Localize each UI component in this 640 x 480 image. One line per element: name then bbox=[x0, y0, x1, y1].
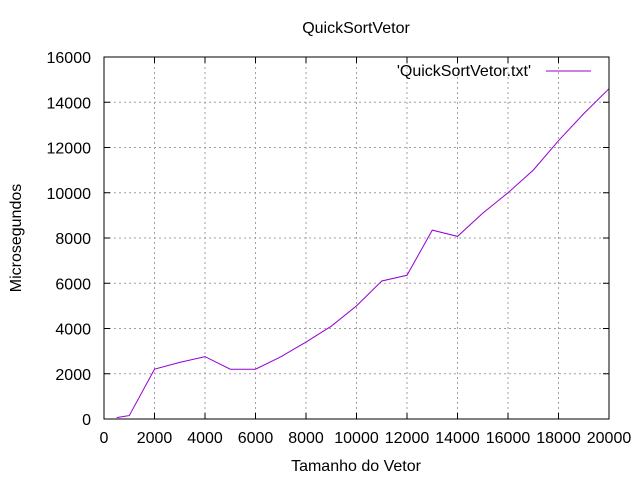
x-tick-label: 0 bbox=[100, 430, 109, 447]
series-layer bbox=[116, 88, 610, 419]
y-tick-label: 10000 bbox=[47, 186, 92, 203]
x-tick-label: 14000 bbox=[435, 430, 480, 447]
x-tick-label: 6000 bbox=[238, 430, 274, 447]
y-axis-label: Microsegundos bbox=[8, 184, 25, 293]
x-tick-label: 18000 bbox=[536, 430, 581, 447]
y-tick-label: 6000 bbox=[55, 276, 91, 293]
grid-lines bbox=[104, 57, 609, 419]
y-tick-label: 2000 bbox=[55, 367, 91, 384]
series-line bbox=[116, 88, 610, 419]
x-tick-label: 4000 bbox=[187, 430, 223, 447]
y-tick-label: 8000 bbox=[55, 231, 91, 248]
y-tick-labels: 0 2000 4000 6000 8000 10000 12000 14000 16000 bbox=[47, 50, 92, 429]
x-tick-label: 8000 bbox=[288, 430, 324, 447]
tick-marks bbox=[103, 56, 610, 420]
legend: 'QuickSortVetor.txt' bbox=[397, 63, 591, 80]
x-tick-label: 10000 bbox=[334, 430, 379, 447]
x-axis-label: Tamanho do Vetor bbox=[291, 458, 422, 475]
y-tick-label: 4000 bbox=[55, 322, 91, 339]
y-tick-label: 12000 bbox=[47, 141, 92, 158]
x-tick-labels: 0 2000 4000 6000 8000 10000 12000 14000 16000 180… bbox=[100, 430, 632, 447]
x-tick-label: 2000 bbox=[137, 430, 173, 447]
y-tick-label: 16000 bbox=[47, 50, 92, 67]
x-tick-label: 12000 bbox=[385, 430, 430, 447]
legend-label: 'QuickSortVetor.txt' bbox=[397, 63, 531, 80]
y-tick-label: 14000 bbox=[47, 95, 92, 112]
x-tick-label: 16000 bbox=[486, 430, 531, 447]
y-tick-label: 0 bbox=[82, 412, 91, 429]
chart-title: QuickSortVetor bbox=[302, 20, 410, 37]
x-tick-label: 20000 bbox=[587, 430, 632, 447]
